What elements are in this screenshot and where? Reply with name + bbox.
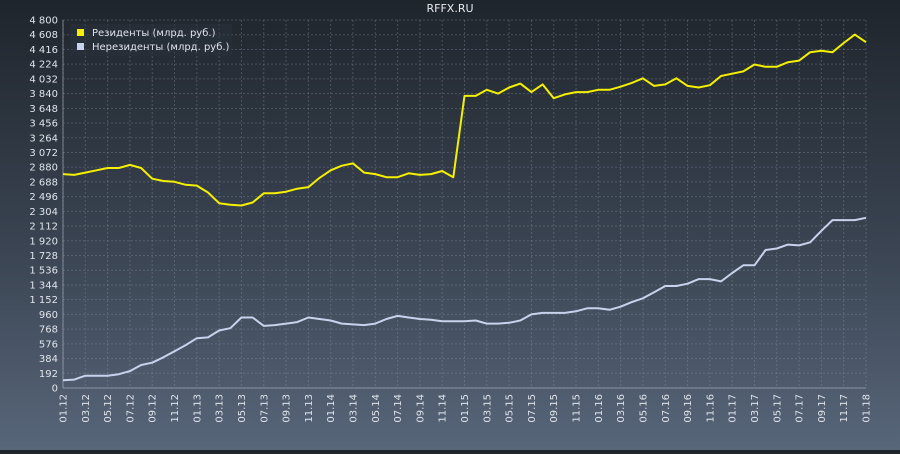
x-tick-label: 09.15	[549, 394, 560, 423]
x-tick-label: 01.13	[192, 394, 203, 423]
y-tick-label: 2 880	[29, 163, 58, 174]
x-tick-label: 11.16	[705, 394, 716, 423]
x-tick-label: 05.13	[237, 394, 248, 423]
x-tick-label: 09.14	[415, 394, 426, 423]
y-tick-label: 960	[39, 310, 58, 321]
x-tick-label: 09.16	[683, 394, 694, 423]
x-tick-label: 01.16	[594, 394, 605, 423]
series-line-residents	[62, 33, 867, 207]
x-tick-label: 01.17	[728, 394, 739, 423]
y-tick-label: 384	[39, 354, 58, 365]
legend-box	[70, 24, 232, 56]
legend: Резиденты (млрд. руб.) Нерезиденты (млрд…	[70, 24, 232, 56]
x-tick-label: 09.12	[148, 394, 159, 423]
x-tick-label: 05.16	[638, 394, 649, 423]
legend-label-nonresidents: Нерезиденты (млрд. руб.)	[92, 42, 230, 53]
series-group	[62, 33, 867, 382]
chart-title: RFFX.RU	[426, 2, 473, 15]
x-tick-label: 11.15	[572, 394, 583, 423]
y-tick-label: 4 800	[29, 16, 58, 27]
x-tick-label: 07.13	[259, 394, 270, 423]
x-tick-label: 03.13	[215, 394, 226, 423]
y-tick-label: 1 152	[29, 295, 58, 306]
legend-label-residents: Резиденты (млрд. руб.)	[92, 28, 216, 39]
x-tick-label: 07.16	[661, 394, 672, 423]
x-tick-label: 07.12	[125, 394, 136, 423]
y-tick-label: 3 648	[29, 104, 58, 115]
y-tick-label: 2 688	[29, 177, 58, 188]
x-tick-label: 03.14	[348, 394, 359, 423]
y-tick-label: 2 496	[29, 192, 58, 203]
y-tick-label: 768	[39, 325, 58, 336]
x-tick-label: 11.14	[438, 394, 449, 423]
x-tick-label: 05.14	[371, 394, 382, 423]
x-tick-label: 07.17	[795, 394, 806, 423]
y-tick-label: 3 456	[29, 119, 58, 130]
x-tick-label: 03.12	[81, 394, 92, 423]
series-line-nonresidents	[62, 216, 867, 382]
y-tick-label: 1 344	[29, 280, 58, 291]
y-tick-label: 1 728	[29, 251, 58, 262]
y-tick-label: 576	[39, 339, 58, 350]
x-tick-label: 09.13	[282, 394, 293, 423]
y-tick-label: 3 072	[29, 148, 58, 159]
y-tick-label: 1 536	[29, 266, 58, 277]
y-tick-label: 4 608	[29, 30, 58, 41]
x-tick-label: 03.17	[750, 394, 761, 423]
y-tick-label: 0	[52, 384, 58, 395]
y-axis: 0 192 384 576 768 960 1 152 1 344 1 536 1 728 1 92…	[29, 16, 64, 395]
x-tick-label: 03.16	[616, 394, 627, 423]
y-tick-label: 4 032	[29, 74, 58, 85]
y-tick-label: 3 840	[29, 89, 58, 100]
x-tick-label: 05.12	[103, 394, 114, 423]
x-axis: 01.12 03.12 05.12 07.12 09.12 11.12 01.13 03.13…	[59, 387, 873, 423]
x-tick-label: 05.17	[772, 394, 783, 423]
y-tick-label: 192	[39, 369, 58, 380]
x-tick-label: 11.17	[839, 394, 850, 423]
y-tick-label: 1 920	[29, 236, 58, 247]
y-tick-label: 4 416	[29, 45, 58, 56]
x-tick-label: 09.17	[817, 394, 828, 423]
y-tick-label: 2 112	[29, 222, 58, 233]
x-tick-label: 01.12	[59, 394, 70, 423]
x-tick-label: 01.15	[460, 394, 471, 423]
grid	[62, 19, 867, 389]
x-tick-label: 11.13	[304, 394, 315, 423]
x-tick-label: 01.14	[326, 394, 337, 423]
y-tick-label: 2 304	[29, 207, 58, 218]
x-tick-label: 11.12	[170, 394, 181, 423]
legend-swatch-residents	[77, 29, 84, 36]
y-tick-label: 4 224	[29, 60, 58, 71]
legend-swatch-nonresidents	[77, 43, 84, 50]
y-tick-label: 3 264	[29, 133, 58, 144]
x-tick-label: 07.14	[393, 394, 404, 423]
x-tick-label: 05.15	[505, 394, 516, 423]
x-tick-label: 07.15	[527, 394, 538, 423]
x-tick-label: 03.15	[482, 394, 493, 423]
x-tick-label: 01.18	[862, 394, 873, 423]
